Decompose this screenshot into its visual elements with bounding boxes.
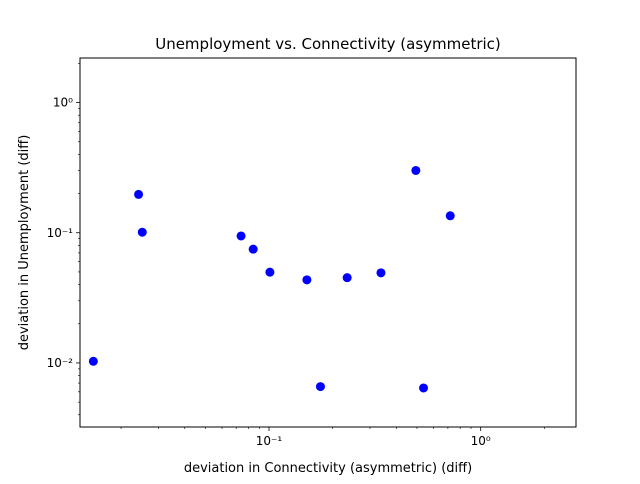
data-point	[236, 231, 246, 241]
data-point	[302, 275, 312, 285]
x-tick-label: 10⁻¹	[256, 434, 283, 448]
y-tick-label: 10⁻²	[47, 356, 74, 370]
data-point	[134, 189, 144, 199]
axes-frame	[79, 57, 577, 428]
y-tick-label: 10⁰	[53, 96, 73, 110]
data-point	[342, 273, 352, 283]
y-axis-label: deviation in Unemployment (diff)	[17, 135, 32, 351]
data-point	[411, 165, 421, 175]
chart-title: Unemployment vs. Connectivity (asymmetri…	[155, 35, 501, 53]
x-axis-label: deviation in Connectivity (asymmetric) (…	[184, 461, 472, 476]
data-point	[376, 268, 386, 278]
data-point	[265, 267, 275, 277]
data-point	[419, 383, 429, 393]
data-point	[248, 244, 258, 254]
plot-area: 10⁻¹ 10⁰ 10⁻² 10⁻¹ 10⁰	[47, 63, 545, 448]
data-point	[88, 356, 98, 366]
data-point	[315, 382, 325, 392]
x-tick-label: 10⁰	[471, 434, 491, 448]
data-point	[137, 227, 147, 237]
y-tick-label: 10⁻¹	[47, 226, 74, 240]
data-point	[445, 211, 455, 221]
